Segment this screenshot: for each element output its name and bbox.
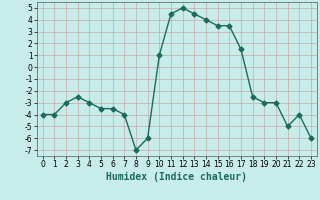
X-axis label: Humidex (Indice chaleur): Humidex (Indice chaleur) xyxy=(106,172,247,182)
